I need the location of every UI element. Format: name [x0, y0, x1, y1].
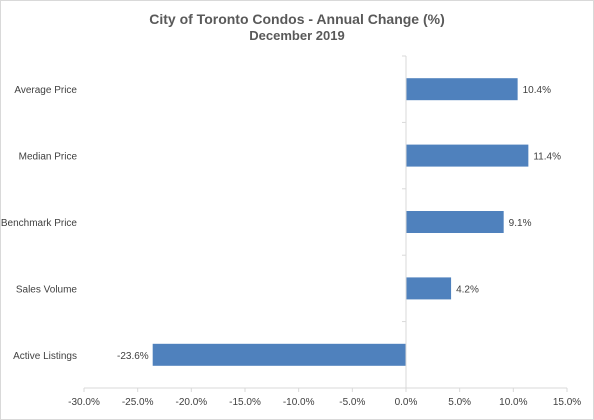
x-tick-label: -15.0% [229, 397, 261, 408]
bar [406, 78, 518, 101]
x-tick-label: -5.0% [339, 397, 365, 408]
category-label: Benchmark Price [1, 218, 77, 229]
data-label: 10.4% [523, 85, 551, 96]
x-tick-label: 10.0% [499, 397, 527, 408]
bar [406, 211, 504, 233]
x-tick-label: -20.0% [175, 397, 207, 408]
x-tick-label: 15.0% [553, 397, 581, 408]
x-tick-label: -30.0% [68, 397, 100, 408]
data-label: 4.2% [456, 284, 479, 295]
category-label: Sales Volume [16, 284, 78, 295]
category-label: Average Price [14, 85, 77, 96]
bar [406, 144, 529, 167]
data-label: -23.6% [117, 351, 149, 362]
data-label: 9.1% [509, 218, 532, 229]
data-label: 11.4% [533, 152, 561, 163]
chart-title: City of Toronto Condos - Annual Change (… [149, 11, 445, 27]
bar [406, 277, 452, 300]
x-tick-label: -25.0% [122, 397, 154, 408]
chart-subtitle: December 2019 [249, 28, 345, 43]
bar [152, 343, 406, 366]
x-tick-label: 0.0% [395, 397, 418, 408]
category-label: Median Price [19, 152, 78, 163]
x-tick-label: -10.0% [283, 397, 315, 408]
x-tick-label: 5.0% [448, 397, 471, 408]
category-label: Active Listings [13, 351, 77, 362]
